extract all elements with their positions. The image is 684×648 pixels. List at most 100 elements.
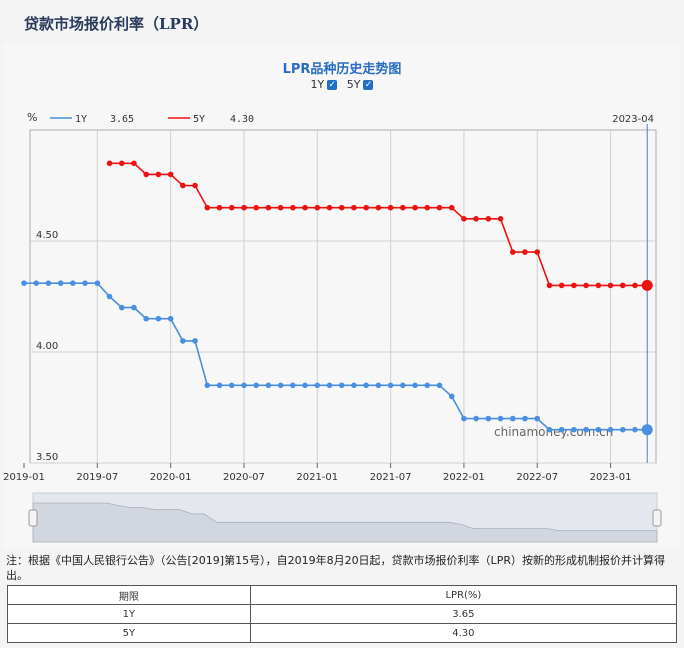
data-point-5y	[448, 204, 455, 211]
data-point-5y	[558, 282, 565, 289]
data-point-5y	[241, 204, 247, 211]
cell-rate: 3.65	[249, 604, 678, 624]
data-point-1y	[143, 315, 149, 322]
data-point-1y	[241, 382, 247, 389]
data-point-5y	[412, 204, 418, 211]
page-title: 贷款市场报价利率（LPR）	[24, 15, 209, 33]
data-point-1y	[387, 382, 394, 389]
x-tick-label: 2020-07	[223, 472, 265, 483]
data-point-1y	[314, 382, 321, 389]
x-tick-label: 2021-07	[370, 472, 412, 483]
header: 贷款市场报价利率（LPR）	[0, 0, 684, 44]
toggle-5y-label: 5Y	[346, 78, 361, 91]
checkbox-1y[interactable]: ✓	[327, 79, 338, 90]
data-point-1y	[45, 280, 52, 286]
data-point-1y	[253, 382, 259, 389]
x-tick-label: 2019-07	[76, 472, 118, 483]
x-tick-label: 2022-01	[443, 472, 485, 483]
data-point-1y	[363, 382, 369, 389]
data-point-5y	[277, 204, 284, 211]
lpr-table: 期限 LPR(%) 1Y 3.65 5Y 4.30	[7, 585, 678, 643]
navigator-handle-left[interactable]	[28, 509, 38, 527]
y-tick-label: 4.00	[36, 341, 58, 352]
data-point-1y	[265, 382, 272, 389]
data-point-1y	[94, 280, 101, 286]
plot-area	[29, 129, 657, 464]
data-point-5y	[265, 204, 272, 211]
x-tick-label: 2022-07	[516, 472, 558, 483]
data-point-5y	[338, 204, 345, 211]
data-point-5y	[155, 171, 162, 178]
toggle-5y[interactable]: 5Y ✓	[347, 78, 374, 91]
data-point-5y	[351, 204, 357, 211]
cell-term: 5Y	[7, 623, 251, 643]
data-point-1y	[204, 382, 211, 389]
data-point-1y	[106, 293, 113, 300]
data-point-1y	[400, 382, 406, 389]
y-tick-label: 3.50	[36, 452, 58, 463]
data-point-1y	[375, 382, 382, 389]
data-point-5y	[167, 171, 174, 178]
table-row: 1Y 3.65	[7, 604, 678, 624]
data-point-5y	[363, 204, 369, 211]
data-point-5y	[118, 160, 125, 167]
data-point-1y	[632, 426, 638, 433]
data-point-5y	[510, 249, 516, 255]
x-tick-label: 2021-01	[296, 472, 338, 483]
data-point-5y	[204, 204, 211, 211]
data-point-1y	[21, 280, 27, 286]
cell-term: 1Y	[7, 604, 251, 624]
chart-title: LPR品种历史走势图	[282, 62, 402, 77]
data-point-5y	[607, 282, 614, 289]
data-point-1y	[424, 382, 431, 389]
header-lpr: LPR(%)	[249, 585, 678, 605]
data-point-1y	[558, 426, 565, 433]
y-tick-label: 4.50	[36, 230, 58, 241]
toggle-1y[interactable]: 1Y ✓	[311, 78, 338, 91]
data-point-1y	[546, 426, 553, 433]
data-point-1y	[485, 415, 492, 422]
data-point-5y	[106, 160, 113, 167]
data-point-1y	[522, 415, 528, 422]
data-point-1y	[619, 426, 626, 433]
data-point-5y	[290, 204, 296, 211]
data-point-1y	[118, 304, 125, 311]
data-point-5y	[546, 282, 553, 289]
data-point-1y	[338, 382, 345, 389]
data-point-1y	[167, 315, 174, 322]
legend-name-5y: 5Y	[193, 114, 205, 125]
data-point-5y	[228, 204, 235, 211]
x-tick-label: 2020-01	[150, 472, 192, 483]
y-axis-unit: %	[27, 111, 37, 124]
data-point-1y	[326, 382, 333, 389]
header-term: 期限	[7, 585, 251, 605]
data-point-1y	[448, 393, 455, 400]
data-point-1y	[412, 382, 418, 389]
data-point-1y	[192, 338, 198, 344]
data-point-1y	[436, 382, 443, 389]
data-point-5y	[632, 282, 638, 289]
data-point-1y	[180, 338, 186, 344]
navigator-handle-right[interactable]	[652, 509, 662, 527]
data-point-5y	[497, 216, 504, 222]
data-point-1y	[290, 382, 296, 389]
data-point-5y	[485, 216, 492, 222]
lpr-line-chart: 4.50 4.00 3.50 2019-01 2019-07 2020-01 2020-07…	[3, 111, 662, 543]
footnote: 注：根据《中国人民银行公告》（公告[2019]第15号），自2019年8月20日…	[6, 554, 665, 582]
data-point-5y	[400, 204, 406, 211]
checkbox-5y[interactable]: ✓	[363, 79, 374, 90]
data-point-5y	[583, 282, 589, 289]
data-point-1y	[595, 426, 602, 433]
data-point-5y	[387, 204, 394, 211]
data-point-1y	[641, 424, 653, 436]
table-row: 5Y 4.30	[7, 623, 678, 643]
data-point-5y	[534, 249, 541, 255]
data-point-1y	[70, 280, 76, 286]
data-point-5y	[375, 204, 382, 211]
data-point-1y	[473, 415, 479, 422]
data-point-5y	[473, 216, 479, 222]
data-point-1y	[534, 415, 541, 422]
data-point-5y	[192, 182, 198, 189]
data-point-5y	[253, 204, 259, 211]
data-point-5y	[143, 171, 149, 178]
